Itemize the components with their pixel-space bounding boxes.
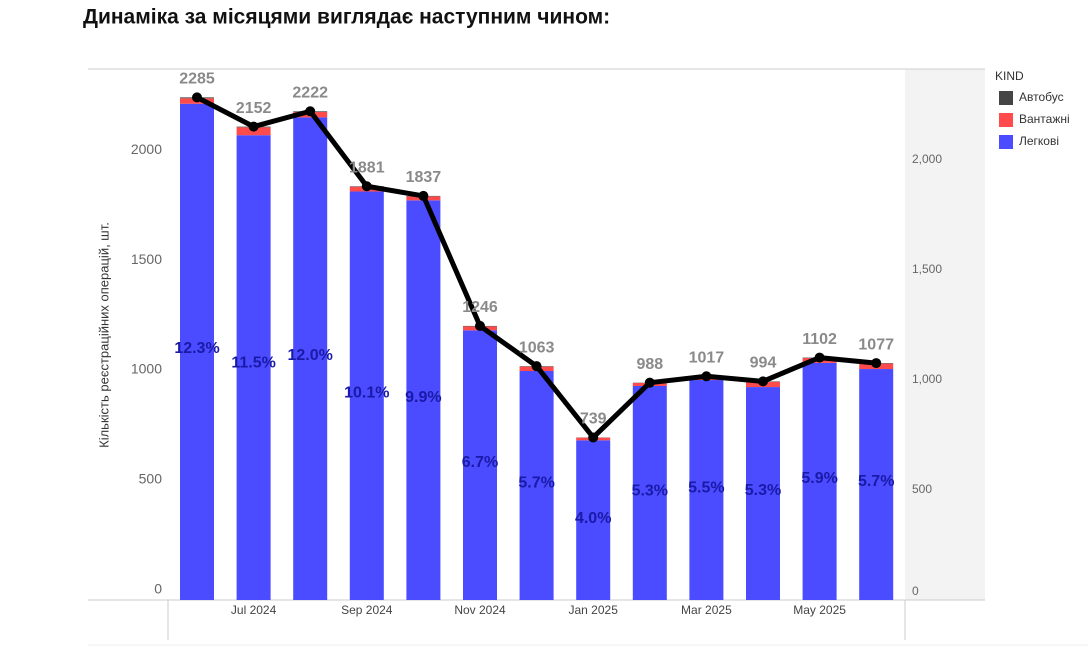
total-point (701, 371, 711, 381)
total-point (588, 432, 598, 442)
chart-title: Динаміка за місяцями виглядає наступним … (83, 6, 610, 29)
bar-label: 11.5% (231, 355, 275, 372)
total-label: 1063 (519, 339, 555, 356)
legend-label: Легкові (1019, 134, 1059, 148)
total-point (871, 358, 881, 368)
bar-label: 5.7% (858, 473, 894, 490)
total-label: 994 (750, 355, 777, 372)
x-tick-label: Sep 2024 (341, 603, 393, 617)
total-label: 1837 (406, 169, 442, 186)
y2-tick-label: 2,000 (912, 152, 942, 166)
legend-label: Вантажні (1019, 112, 1070, 126)
x-tick-label: Nov 2024 (454, 603, 506, 617)
bar-label: 5.3% (632, 483, 668, 500)
legend-swatch (999, 91, 1013, 105)
y-tick-label: 1500 (131, 251, 162, 267)
y2-tick-label: 1,500 (912, 262, 942, 276)
bar-label: 12.0% (288, 347, 333, 364)
total-label: 1017 (689, 350, 725, 367)
x-tick-label: Jul 2024 (231, 603, 277, 617)
total-point (305, 106, 315, 116)
total-point (532, 361, 542, 371)
total-label: 2152 (236, 100, 272, 117)
y2-tick-label: 0 (912, 584, 919, 598)
bar-label: 5.3% (745, 482, 781, 499)
x-tick-label: Jan 2025 (569, 603, 619, 617)
total-point (362, 181, 372, 191)
bar-label: 5.9% (801, 470, 837, 487)
total-point (192, 92, 202, 102)
total-label: 2222 (292, 84, 328, 101)
total-point (475, 321, 485, 331)
x-tick-label: May 2025 (793, 603, 846, 617)
total-point (758, 376, 768, 386)
legend-label: Автобус (1019, 90, 1064, 104)
total-point (249, 122, 259, 132)
total-label: 1102 (802, 331, 837, 348)
bar-label: 6.7% (462, 454, 498, 471)
y-tick-label: 2000 (131, 141, 162, 157)
bar-label: 5.7% (518, 474, 554, 491)
total-label: 739 (580, 411, 607, 428)
legend-swatch (999, 135, 1013, 149)
total-point (815, 353, 825, 363)
y-tick-label: 0 (154, 581, 162, 597)
y2-tick-label: 1,000 (912, 372, 942, 386)
bar-label: 12.3% (174, 340, 219, 357)
total-label: 988 (636, 356, 663, 373)
bar-label: 5.5% (688, 479, 724, 496)
legend-swatch (999, 113, 1013, 127)
total-point (418, 191, 428, 201)
legend-title: KIND (995, 69, 1024, 83)
total-label: 2285 (179, 71, 215, 88)
y-tick-label: 500 (139, 471, 163, 487)
bar-label: 10.1% (344, 384, 389, 401)
bar-label: 9.9% (405, 389, 441, 406)
total-label: 1077 (858, 336, 894, 353)
bar-label: 4.0% (575, 510, 611, 527)
total-label: 1881 (349, 159, 385, 176)
total-point (645, 378, 655, 388)
y2-tick-label: 500 (912, 482, 932, 496)
y-axis-label: Кількість реєстраційних операцій, шт. (96, 222, 111, 448)
y2-panel (905, 69, 985, 600)
total-label: 1246 (462, 299, 498, 316)
y-tick-label: 1000 (131, 361, 162, 377)
x-tick-label: Mar 2025 (681, 603, 732, 617)
